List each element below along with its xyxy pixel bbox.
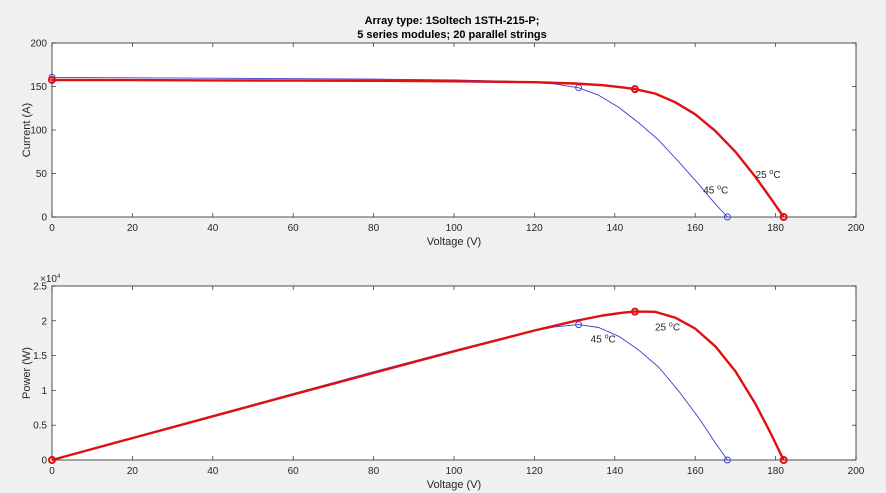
plot1-xtick-label: 40 xyxy=(207,223,219,234)
plot1-ytick-label: 200 xyxy=(30,39,47,50)
plot2-xtick-label: 40 xyxy=(207,466,219,477)
plot1-ytick-label: 100 xyxy=(30,126,47,137)
plots-group: 0 20 40 60 80 100 120 140 160 180 200050100150200V… xyxy=(21,39,865,492)
plot1-plot-area xyxy=(51,42,857,218)
plot2-annotation-25c: 25 oC xyxy=(655,322,680,334)
chart-title-line1: Array type: 1Soltech 1STH-215-P; xyxy=(365,15,540,27)
plot2-y-exponent: ×104 xyxy=(40,274,61,285)
plot2-xlabel: Voltage (V) xyxy=(427,479,481,491)
plot2-series-45c-marker-mpp xyxy=(575,321,583,329)
plot1-ytick-label: 0 xyxy=(41,213,47,224)
plot2-ytick-label: 0.5 xyxy=(33,421,47,432)
plot1-series-25c-marker-voc xyxy=(779,213,788,221)
plot2-xtick-label: 160 xyxy=(687,466,704,477)
plot2-xtick-label: 180 xyxy=(767,466,784,477)
plot2-xtick-label: 100 xyxy=(446,466,463,477)
plot2-ytick-label: 1.5 xyxy=(33,351,47,362)
plot2-series-25c-marker-mpp xyxy=(630,307,639,316)
plot2-xtick-label: 120 xyxy=(526,466,543,477)
plot2-plot-area xyxy=(51,285,857,461)
plot2-xtick-label: 200 xyxy=(848,466,865,477)
plot2-axes: 0 20 40 60 80 100 120 140 160 180 200 0 0.5 1 1.5 2 2.5 V… xyxy=(21,274,865,491)
plot1-xtick-label: 0 xyxy=(49,223,55,234)
plot2-xtick-label: 60 xyxy=(288,466,300,477)
plot1-annotation-45c: 45 oC xyxy=(703,185,728,197)
plot1-ylabel: Current (A) xyxy=(21,103,33,157)
plot1-ytick-label: 50 xyxy=(36,169,48,180)
plot2-xtick-label: 20 xyxy=(127,466,139,477)
plot2-ytick-label: 2 xyxy=(41,316,47,327)
plot1-series-45c-line xyxy=(51,76,728,218)
plot1-xtick-label: 20 xyxy=(127,223,139,234)
plot1-series-25c-marker-start xyxy=(48,75,56,84)
plot2-series-25c-line xyxy=(51,310,785,462)
plot1-xlabel: Voltage (V) xyxy=(427,236,481,248)
plot2-series-45c-marker-voc xyxy=(723,456,731,464)
plot1-xtick-label: 140 xyxy=(606,223,623,234)
plot2-ytick-label: 0 xyxy=(41,456,47,467)
plot1-series-25c-marker-mpp xyxy=(630,85,639,94)
plot2-ytick-label: 2.5 xyxy=(33,282,47,293)
plot2-annotation-45c: 45 oC xyxy=(591,333,616,345)
plot2-series-25c-marker-start xyxy=(48,456,56,464)
plot1-xtick-label: 160 xyxy=(687,223,704,234)
plot2-xtick-label: 0 xyxy=(49,466,55,477)
plot1-xtick-label: 200 xyxy=(848,223,865,234)
plot1-series-25c-line xyxy=(51,78,785,218)
plot2-xtick-label: 140 xyxy=(606,466,623,477)
plot2-ylabel: Power (W) xyxy=(21,347,33,399)
plot1-ytick-label: 150 xyxy=(30,82,47,93)
plot1-series-45c-marker-voc xyxy=(723,213,731,221)
plot2-xtick-label: 80 xyxy=(368,466,380,477)
plot1-xtick-label: 100 xyxy=(446,223,463,234)
plot2-series-25c-marker-voc xyxy=(779,456,788,464)
plot1-xtick-label: 60 xyxy=(288,223,300,234)
plot1-xtick-label: 180 xyxy=(767,223,784,234)
plot1-annotation-25c: 25 oC xyxy=(756,169,781,181)
plot2-ytick-label: 1 xyxy=(41,386,47,397)
plot1-xtick-label: 80 xyxy=(368,223,380,234)
plot1-axes: 0 20 40 60 80 100 120 140 160 180 200 0 50 100 150 200 V… xyxy=(21,39,865,249)
chart-title-line2: 5 series modules; 20 parallel strings xyxy=(357,29,547,41)
plot1-xtick-label: 120 xyxy=(526,223,543,234)
